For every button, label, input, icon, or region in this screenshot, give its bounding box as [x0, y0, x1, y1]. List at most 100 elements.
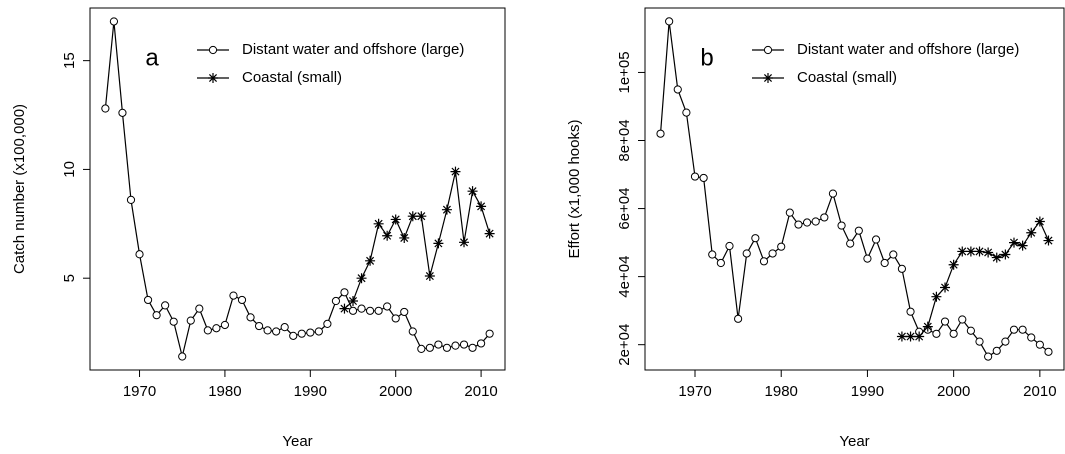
- data-point: [716, 258, 725, 268]
- data-point: [339, 303, 350, 314]
- data-point: [476, 201, 487, 212]
- y-tick-label: 2e+04: [616, 324, 633, 366]
- data-point: [673, 85, 682, 94]
- data-point: [109, 17, 119, 26]
- y-tick-label: 1e+05: [616, 51, 633, 93]
- y-tick-label: 5: [61, 274, 78, 282]
- series-line: [901, 220, 1050, 338]
- data-point: [451, 341, 460, 350]
- series-line: [344, 171, 491, 310]
- data-point: [699, 173, 708, 183]
- data-point: [914, 331, 925, 342]
- data-point: [759, 257, 769, 266]
- y-axis-label: Effort (x1,000 hooks): [566, 120, 583, 259]
- data-point: [940, 317, 950, 326]
- data-point: [195, 304, 204, 313]
- y-tick-label: 4e+04: [616, 256, 633, 298]
- data-point: [794, 220, 803, 229]
- data-point: [1009, 325, 1019, 334]
- data-point: [975, 337, 984, 346]
- data-point: [118, 108, 127, 117]
- data-point: [1035, 340, 1044, 349]
- data-point: [725, 241, 734, 251]
- legend-label: Coastal (small): [797, 69, 897, 86]
- data-point: [476, 339, 486, 348]
- x-tick-label: 1970: [678, 383, 711, 400]
- data-point: [126, 195, 136, 204]
- data-point: [416, 211, 427, 222]
- data-point: [237, 295, 247, 305]
- data-point: [1027, 333, 1036, 342]
- data-point: [400, 307, 409, 317]
- data-point: [220, 320, 230, 330]
- data-point: [932, 329, 941, 338]
- data-point: [863, 254, 872, 263]
- data-point: [263, 326, 272, 335]
- data-point: [280, 323, 289, 332]
- data-point: [383, 302, 392, 311]
- plot-box: [89, 7, 506, 371]
- data-point: [390, 214, 401, 225]
- data-point: [323, 319, 332, 328]
- data-point: [966, 326, 975, 335]
- y-tick-label: 10: [61, 161, 78, 178]
- data-point: [992, 346, 1001, 355]
- data-point: [906, 307, 915, 316]
- x-tick-label: 1970: [123, 383, 156, 400]
- y-axis-label: Catch number (x100,000): [11, 104, 28, 274]
- data-point: [424, 271, 435, 282]
- data-point: [896, 331, 907, 342]
- data-point: [734, 314, 743, 323]
- data-point: [434, 340, 443, 349]
- data-point: [408, 327, 417, 336]
- data-point: [880, 258, 889, 268]
- x-tick-label: 2010: [464, 383, 497, 400]
- series-line: [659, 21, 1049, 358]
- data-point: [751, 234, 760, 243]
- data-point: [811, 217, 820, 226]
- data-point: [656, 129, 665, 138]
- data-point: [407, 211, 418, 222]
- data-point: [399, 232, 410, 243]
- data-point: [101, 104, 110, 113]
- data-point: [169, 317, 178, 326]
- data-point: [391, 314, 400, 323]
- plot-box: [644, 7, 1065, 371]
- data-point: [442, 343, 452, 352]
- data-point: [777, 242, 786, 251]
- data-point: [459, 237, 470, 248]
- data-point: [742, 249, 751, 258]
- legend-label: Coastal (small): [242, 69, 342, 86]
- data-point: [348, 306, 358, 315]
- data-point: [425, 343, 434, 352]
- data-point: [340, 288, 349, 297]
- data-point: [854, 226, 863, 235]
- data-point: [229, 291, 238, 300]
- legend-label: Distant water and offshore (large): [242, 41, 464, 58]
- data-point: [357, 304, 366, 313]
- data-point: [246, 313, 255, 322]
- data-point: [958, 315, 967, 324]
- x-tick-label: 1980: [765, 383, 798, 400]
- data-point: [178, 352, 187, 361]
- data-point: [143, 295, 153, 305]
- data-point: [974, 246, 985, 257]
- legend-label: Distant water and offshore (large): [797, 41, 1019, 58]
- legend-marker: [763, 73, 773, 83]
- data-point: [965, 246, 976, 257]
- data-point: [1009, 237, 1019, 248]
- data-point: [254, 321, 264, 331]
- data-point: [272, 327, 281, 336]
- data-point: [871, 235, 881, 244]
- x-tick-label: 1990: [851, 383, 884, 400]
- x-tick-label: 2000: [379, 383, 412, 400]
- data-point: [768, 249, 777, 258]
- data-point: [837, 221, 846, 230]
- x-tick-label: 2010: [1023, 383, 1056, 400]
- data-point: [135, 250, 144, 259]
- data-point: [905, 331, 916, 342]
- data-point: [948, 259, 959, 270]
- data-point: [373, 218, 384, 229]
- data-point: [306, 328, 315, 337]
- data-point: [785, 208, 794, 217]
